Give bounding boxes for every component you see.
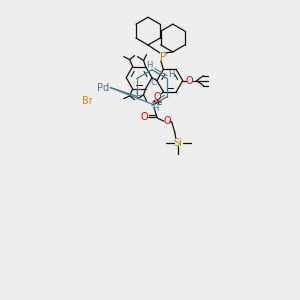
Text: P: P <box>160 52 166 62</box>
Text: O: O <box>163 116 171 126</box>
Text: H: H <box>152 104 158 113</box>
Text: Me: Me <box>152 100 163 106</box>
Text: O: O <box>140 112 148 122</box>
Text: H: H <box>168 70 175 79</box>
Text: O: O <box>154 92 161 102</box>
Text: Pd: Pd <box>98 82 110 93</box>
Text: O: O <box>186 76 194 85</box>
Text: C: C <box>136 89 142 98</box>
Text: C: C <box>150 78 156 87</box>
Text: Si: Si <box>173 138 182 148</box>
Text: Br: Br <box>82 97 93 106</box>
Text: H: H <box>146 61 152 70</box>
